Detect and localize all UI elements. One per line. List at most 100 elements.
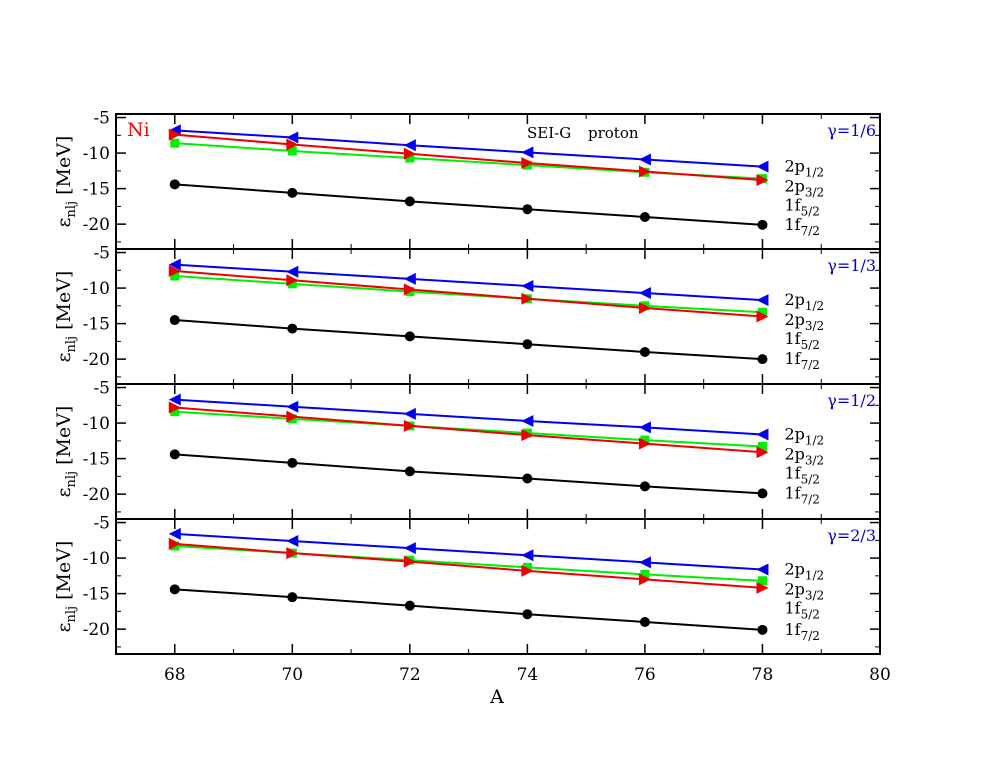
level-label-main: 2p xyxy=(784,157,804,176)
level-label-main: 1f xyxy=(784,215,801,234)
marker-triangle-right xyxy=(286,410,299,423)
marker-circle xyxy=(169,179,180,190)
marker-triangle-left xyxy=(168,258,181,271)
marker-triangle-right xyxy=(403,419,416,432)
marker-triangle-right xyxy=(168,401,181,414)
y-tick-label: -20 xyxy=(83,485,110,505)
level-label: 2p3/2 xyxy=(784,579,824,602)
marker-square xyxy=(757,442,767,452)
marker-triangle-left xyxy=(521,146,534,159)
level-label: 1f7/2 xyxy=(784,349,819,372)
y-axis-symbol: ε xyxy=(53,623,75,633)
level-label: 2p1/2 xyxy=(784,424,824,447)
marker-triangle-right xyxy=(168,537,181,550)
level-label-main: 1f xyxy=(784,196,801,215)
marker-triangle-right xyxy=(756,581,769,594)
x-axis-label: A xyxy=(489,686,504,708)
y-tick-label: -10 xyxy=(83,144,110,164)
marker-triangle-right xyxy=(403,555,416,568)
series-line-1f5-2 xyxy=(174,270,763,318)
series-line-2p3-2 xyxy=(174,410,763,448)
level-label: 1f7/2 xyxy=(784,215,819,238)
level-label-sub: 3/2 xyxy=(805,186,824,200)
x-axis: 68 70 72 74 76 78 80 xyxy=(164,665,891,685)
level-label-main: 1f xyxy=(784,620,801,639)
marker-circle xyxy=(639,347,650,358)
marker-circle xyxy=(639,617,650,628)
level-label-main: 2p xyxy=(784,579,804,598)
y-axis-subscript: nlj xyxy=(64,606,79,623)
y-tick-label: -15 xyxy=(83,180,110,200)
y-axis-label: εnlj [MeV] xyxy=(53,541,79,633)
marker-circle xyxy=(522,609,533,620)
marker-triangle-right xyxy=(756,174,769,187)
level-label-main: 2p xyxy=(784,290,804,309)
marker-triangle-left xyxy=(403,542,416,555)
level-label: 1f5/2 xyxy=(784,598,819,621)
marker-triangle-left xyxy=(756,428,769,441)
x-tick-label: 68 xyxy=(164,665,186,685)
marker-circle xyxy=(757,488,768,499)
marker-square xyxy=(170,138,180,148)
header-left: SEI-G xyxy=(527,124,571,142)
series-line-1f7-2 xyxy=(174,453,763,495)
level-label: 1f5/2 xyxy=(784,463,819,486)
marker-triangle-left xyxy=(403,139,416,152)
level-label-sub: 3/2 xyxy=(805,453,824,467)
marker-triangle-left xyxy=(638,556,651,569)
y-tick-label: -5 xyxy=(93,109,110,129)
y-tick-label: -20 xyxy=(83,350,110,370)
header-right: proton xyxy=(588,124,639,142)
marker-triangle-right xyxy=(521,292,534,305)
level-label-main: 1f xyxy=(784,329,801,348)
level-label-sub: 3/2 xyxy=(805,319,824,333)
marker-triangle-left xyxy=(638,421,651,434)
x-tick-label: 72 xyxy=(399,665,421,685)
marker-circle xyxy=(639,481,650,492)
marker-triangle-right xyxy=(168,265,181,278)
y-tick-label: -5 xyxy=(93,514,110,534)
level-label: 2p1/2 xyxy=(784,157,824,180)
level-label-main: 1f xyxy=(784,463,801,482)
level-label-sub: 5/2 xyxy=(801,205,820,219)
marker-circle xyxy=(404,196,415,207)
marker-triangle-left xyxy=(403,407,416,420)
y-axis-label: εnlj [MeV] xyxy=(53,271,79,363)
marker-square xyxy=(640,435,650,445)
level-label-main: 2p xyxy=(784,424,804,443)
level-label-sub: 5/2 xyxy=(801,338,820,352)
level-label: 1f5/2 xyxy=(784,196,819,219)
x-tick-label: 74 xyxy=(517,665,539,685)
marker-triangle-right xyxy=(168,128,181,141)
y-tick-label: -15 xyxy=(83,585,110,605)
marker-triangle-right xyxy=(521,157,534,170)
level-label: 1f7/2 xyxy=(784,483,819,506)
y-axis-label: εnlj [MeV] xyxy=(53,406,79,498)
level-label-main: 1f xyxy=(784,349,801,368)
level-label: 2p3/2 xyxy=(784,310,824,333)
marker-circle xyxy=(287,323,298,334)
marker-triangle-right xyxy=(286,274,299,287)
marker-triangle-left xyxy=(521,279,534,292)
marker-triangle-left xyxy=(286,265,299,278)
marker-triangle-left xyxy=(168,393,181,406)
marker-triangle-left xyxy=(756,160,769,173)
marker-square xyxy=(287,279,297,289)
panel-frame xyxy=(115,518,881,655)
level-label-main: 2p xyxy=(784,310,804,329)
level-label: 1f7/2 xyxy=(784,620,819,643)
level-label: 2p3/2 xyxy=(784,444,824,467)
y-tick-label: -10 xyxy=(83,549,110,569)
level-label-sub: 5/2 xyxy=(801,472,820,486)
marker-square xyxy=(640,569,650,579)
marker-square xyxy=(170,271,180,281)
y-tick-label: -20 xyxy=(83,215,110,235)
marker-circle xyxy=(757,354,768,365)
marker-square xyxy=(405,153,415,163)
marker-circle xyxy=(169,315,180,326)
marker-circle xyxy=(404,600,415,611)
gamma-label: γ=1/3 xyxy=(827,256,876,275)
marker-triangle-right xyxy=(638,437,651,450)
